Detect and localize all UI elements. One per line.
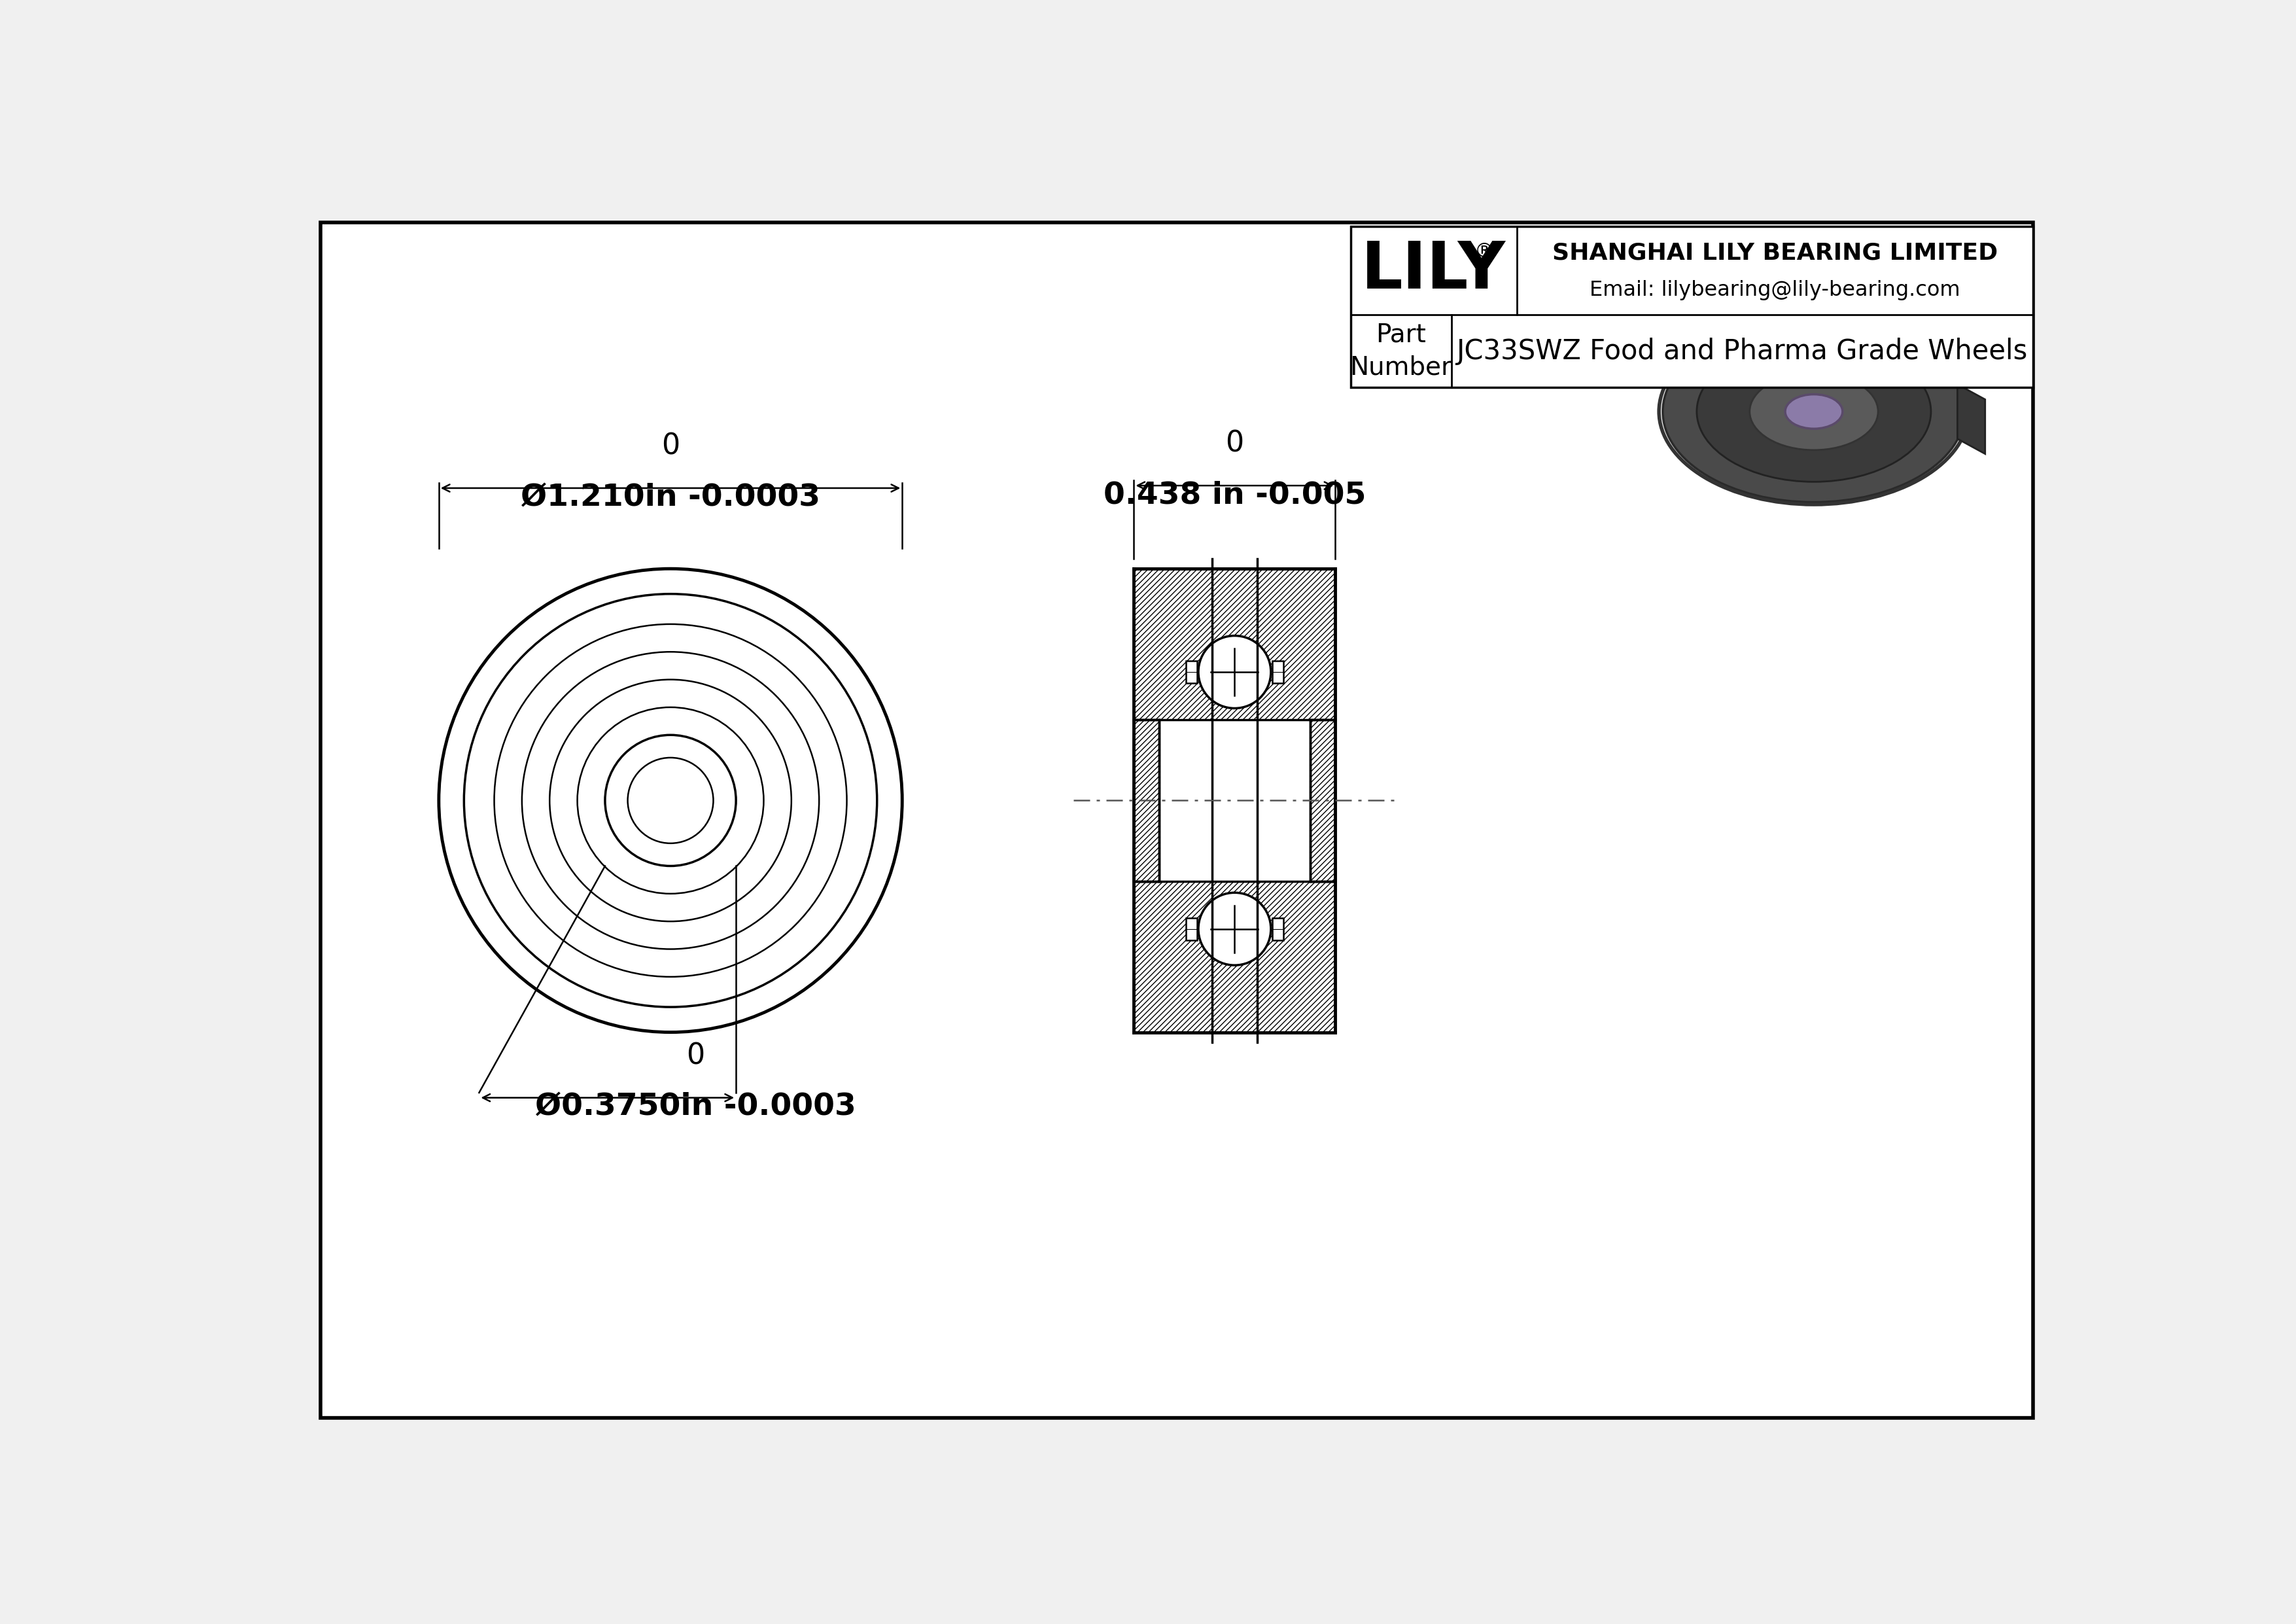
Ellipse shape [1697, 341, 1931, 482]
Text: 0: 0 [687, 1043, 705, 1070]
Polygon shape [1958, 385, 1986, 453]
Text: Ø0.3750in -0.0003: Ø0.3750in -0.0003 [535, 1093, 856, 1122]
Bar [1350, 226, 2032, 388]
Text: JC33SWZ Food and Pharma Grade Wheels: JC33SWZ Food and Pharma Grade Wheels [1456, 338, 2027, 365]
Polygon shape [1134, 719, 1159, 882]
Text: ®: ® [1474, 242, 1495, 261]
Text: 0: 0 [1226, 430, 1244, 458]
Bar [1185, 918, 1196, 940]
Text: Part
Number: Part Number [1350, 322, 1451, 380]
Text: Ø1.210in -0.0003: Ø1.210in -0.0003 [521, 482, 820, 513]
Text: Email: lilybearing@lily-bearing.com: Email: lilybearing@lily-bearing.com [1589, 279, 1961, 300]
Ellipse shape [1662, 322, 1965, 502]
Circle shape [1199, 635, 1272, 708]
Bar [1185, 661, 1196, 684]
Text: 0.438 in -0.005: 0.438 in -0.005 [1104, 481, 1366, 510]
Ellipse shape [1786, 395, 1844, 429]
Text: LILY: LILY [1362, 239, 1506, 302]
Bar [1272, 918, 1283, 940]
Circle shape [1199, 893, 1272, 965]
Polygon shape [1134, 882, 1336, 1033]
Text: SHANGHAI LILY BEARING LIMITED: SHANGHAI LILY BEARING LIMITED [1552, 242, 1998, 263]
Ellipse shape [1750, 374, 1878, 450]
Bar [1272, 661, 1283, 684]
Text: 0: 0 [661, 432, 680, 460]
Polygon shape [1311, 719, 1336, 882]
Polygon shape [1134, 568, 1336, 719]
